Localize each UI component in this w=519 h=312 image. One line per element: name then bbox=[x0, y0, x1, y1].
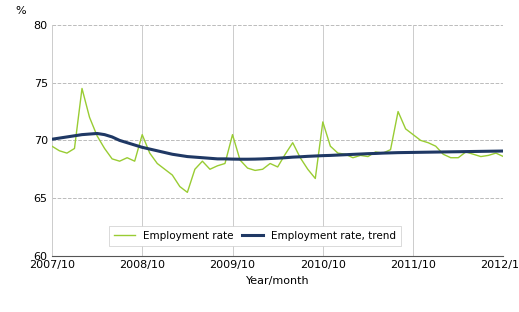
Employment rate bbox=[146, 151, 153, 155]
Employment rate bbox=[335, 151, 341, 155]
Employment rate bbox=[455, 156, 461, 160]
Employment rate bbox=[184, 190, 190, 194]
Employment rate, trend bbox=[500, 149, 507, 153]
Employment rate, trend bbox=[162, 151, 168, 154]
Employment rate, trend bbox=[237, 157, 243, 161]
Employment rate, trend bbox=[455, 150, 461, 154]
Employment rate bbox=[49, 144, 55, 148]
Employment rate, trend bbox=[94, 132, 100, 135]
Line: Employment rate: Employment rate bbox=[52, 89, 503, 192]
Employment rate bbox=[162, 167, 168, 171]
Employment rate, trend bbox=[214, 157, 221, 161]
Y-axis label: %: % bbox=[15, 6, 25, 16]
Employment rate, trend bbox=[49, 137, 55, 141]
Employment rate bbox=[79, 86, 85, 90]
Employment rate, trend bbox=[305, 154, 311, 158]
X-axis label: Year/month: Year/month bbox=[246, 275, 309, 285]
Employment rate bbox=[222, 162, 228, 165]
Employment rate bbox=[305, 167, 311, 171]
Employment rate, trend bbox=[335, 153, 341, 157]
Line: Employment rate, trend: Employment rate, trend bbox=[52, 134, 503, 159]
Employment rate bbox=[500, 155, 507, 158]
Legend: Employment rate, Employment rate, trend: Employment rate, Employment rate, trend bbox=[109, 226, 401, 246]
Employment rate, trend bbox=[146, 147, 153, 151]
